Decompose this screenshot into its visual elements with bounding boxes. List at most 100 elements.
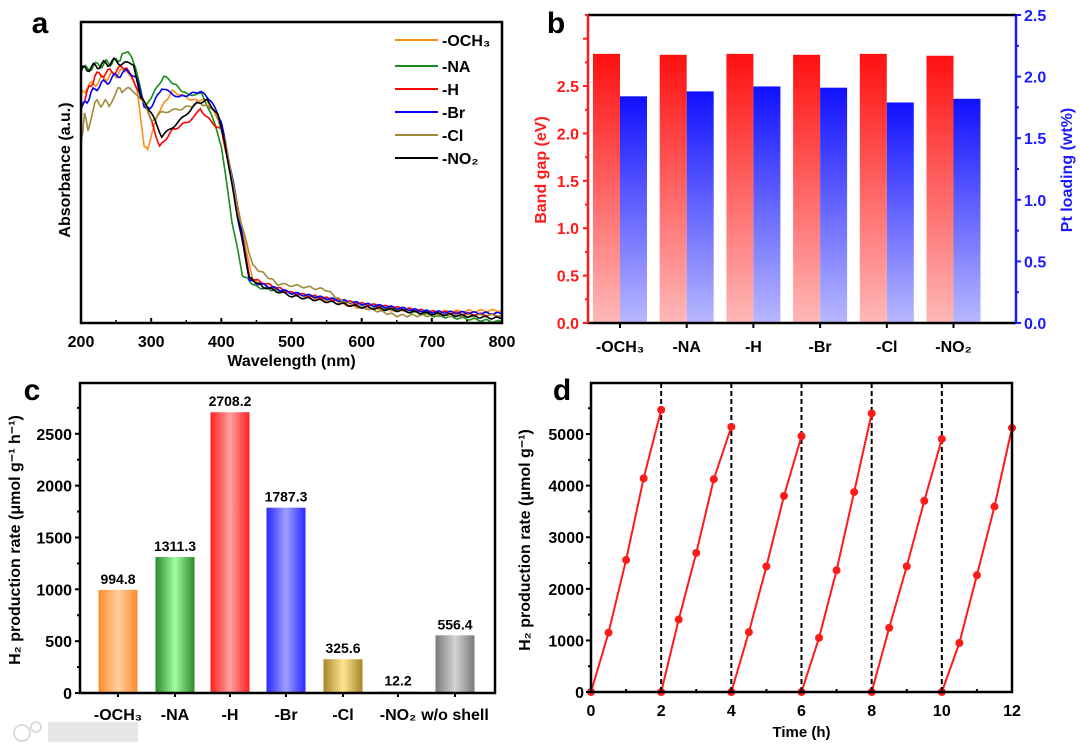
spectrum-line-4: [80, 86, 503, 318]
right-tick-label: 0.0: [1024, 316, 1046, 333]
bandgap-bar-4: [859, 53, 887, 324]
left-tick-label: 2.5: [557, 79, 579, 96]
category-label: -Cl: [332, 707, 353, 724]
pt-loading-bar-2: [753, 86, 781, 324]
data-point: [937, 434, 946, 443]
legend-label: -Cl: [442, 128, 463, 145]
x-tick-label: 12: [1003, 703, 1021, 720]
bar-value-label: 325.6: [325, 640, 360, 656]
y-axis-label: H₂ production rate (μmol g⁻¹): [517, 429, 534, 651]
watermark-logo: [13, 721, 138, 742]
cycle-line-0: [590, 409, 663, 693]
data-point: [744, 628, 753, 637]
rate-bar-2: [210, 412, 250, 693]
y-axis-label: H₂ production rate (μmol g⁻¹ h⁻¹): [7, 415, 24, 665]
legend-label: -NO₂: [442, 151, 478, 168]
bar-value-label: 2708.2: [209, 393, 252, 409]
cycle-line-1: [660, 426, 733, 693]
right-tick-label: 1.5: [1024, 131, 1046, 148]
left-tick-label: 1.0: [557, 221, 579, 238]
category-label: w/o shell: [420, 707, 489, 724]
data-point: [832, 566, 841, 575]
rate-bar-0: [98, 589, 138, 693]
bar-value-label: 994.8: [100, 571, 135, 587]
bar-value-label: 12.2: [384, 673, 411, 689]
x-tick-label: 4: [727, 703, 736, 720]
pt-loading-bar-4: [886, 102, 914, 323]
data-point: [902, 562, 911, 571]
x-tick-label: 2: [657, 703, 666, 720]
cycle-line-5: [940, 427, 1013, 693]
right-tick-label: 2.0: [1024, 70, 1046, 87]
x-tick-label: 0: [587, 703, 596, 720]
legend-label: -Br: [442, 105, 465, 122]
y-tick-label: 0: [63, 686, 72, 703]
y-tick-label: 3000: [548, 530, 584, 547]
data-point: [639, 474, 648, 483]
panel-c-h2-rate-chart: 994.8 -OCH₃ 1311.3 -NA 2708.2 -H 1787.3 -Br 325.…: [7, 381, 497, 724]
bandgap-bar-3: [793, 54, 821, 324]
spectrum-line-1: [80, 50, 503, 324]
bar-value-label: 1787.3: [265, 489, 308, 505]
right-tick-label: 0.5: [1024, 254, 1046, 271]
y-tick-label: 2000: [548, 582, 584, 599]
panel-letter-a: a: [32, 7, 49, 40]
x-tick-label: 700: [418, 334, 445, 351]
x-tick-label: 500: [278, 334, 305, 351]
panel-letter-d: d: [553, 374, 571, 407]
bandgap-bar-1: [659, 54, 687, 324]
y-tick-label: 2000: [36, 479, 72, 496]
y-tick-label: 5000: [548, 427, 584, 444]
data-point: [850, 488, 859, 497]
x-tick-label: 8: [867, 703, 876, 720]
left-tick-label: 1.5: [557, 174, 579, 191]
x-tick-label: 800: [489, 334, 516, 351]
panel-letter-c: c: [24, 374, 41, 407]
right-tick-label: 2.5: [1024, 8, 1046, 25]
panel-d-cycling-chart: 0 2 4 6 8 10 12 0 1000 2000 3000 4000 5000 Time (h) H₂…: [517, 381, 1021, 741]
legend-label: -NA: [442, 59, 471, 76]
data-point: [955, 638, 964, 647]
x-tick-label: 600: [348, 334, 375, 351]
rate-bar-1: [155, 557, 195, 693]
rate-bar-6: [435, 635, 475, 693]
legend-label: -OCH₃: [442, 33, 490, 50]
category-label: -NA: [161, 707, 190, 724]
legend-label: -H: [442, 82, 459, 99]
x-tick-label: 300: [138, 334, 165, 351]
panel-a-absorbance-chart: 200 300 400 500 600 700 800 Wavelength (nm) Abso…: [57, 20, 516, 370]
data-point: [657, 405, 666, 414]
x-tick-label: 10: [933, 703, 951, 720]
data-point: [622, 555, 631, 564]
right-axis-label: Pt loading (wt%): [1059, 108, 1076, 232]
x-axis-label: Wavelength (nm): [227, 353, 355, 370]
left-tick-label: 0.5: [557, 269, 579, 286]
category-label: -OCH₃: [596, 339, 644, 356]
category-label: -NA: [672, 339, 701, 356]
bar-value-label: 556.4: [437, 616, 472, 632]
spectrum-line-3: [80, 68, 503, 316]
data-point: [604, 628, 613, 637]
category-label: -Br: [274, 707, 297, 724]
spectrum-line-5: [80, 56, 503, 320]
data-point: [709, 475, 718, 484]
y-tick-label: 0: [575, 685, 584, 702]
data-point: [797, 432, 806, 441]
data-point: [727, 422, 736, 431]
data-point: [972, 571, 981, 580]
x-axis-label: Time (h): [772, 724, 830, 741]
bar-value-label: 1311.3: [154, 538, 196, 554]
category-label: -H: [222, 707, 239, 724]
category-label: -NO₂: [380, 707, 416, 724]
panel-a-frame: [79, 20, 504, 325]
data-point: [867, 409, 876, 418]
pt-loading-bar-1: [686, 91, 714, 323]
pt-loading-bar-0: [620, 96, 647, 323]
category-label: -H: [745, 339, 762, 356]
y-tick-label: 4000: [548, 479, 584, 496]
data-point: [920, 496, 929, 505]
category-label: -OCH₃: [94, 707, 142, 724]
bandgap-bar-2: [726, 53, 754, 324]
cycle-line-3: [800, 413, 873, 693]
